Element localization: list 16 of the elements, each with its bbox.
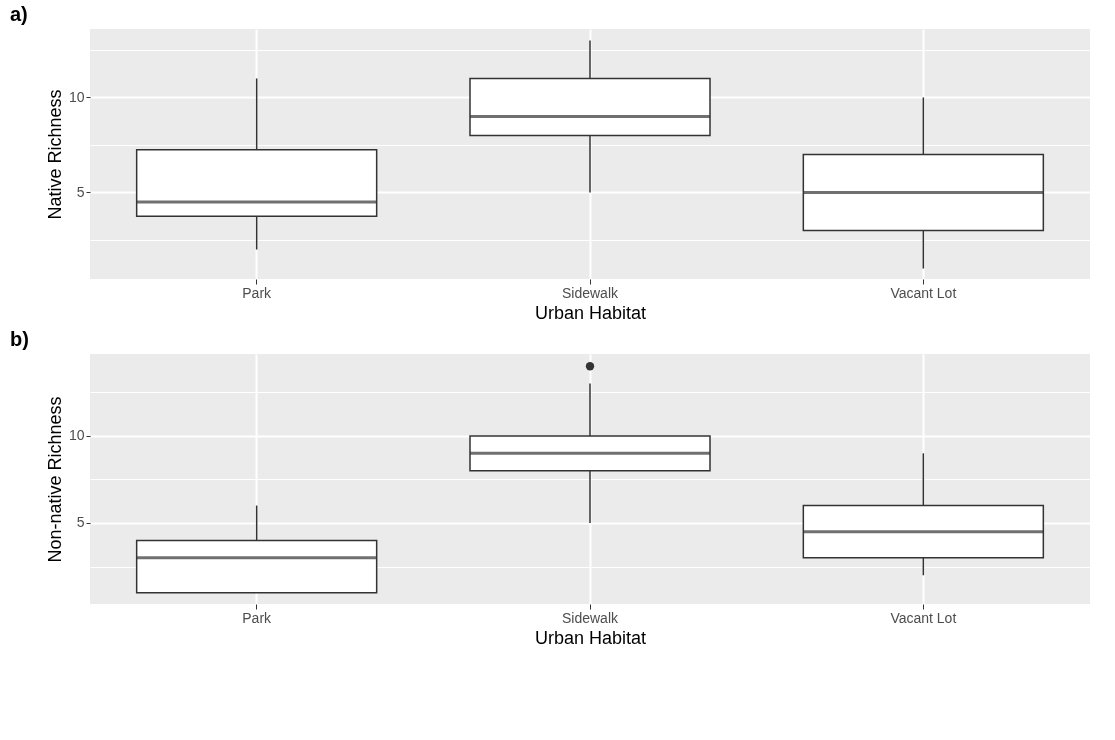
x-tick-label: Park: [242, 609, 273, 626]
chart-title: b): [10, 328, 29, 350]
y-tick-label: 5: [76, 184, 85, 200]
y-tick-label: 10: [68, 427, 85, 444]
x-tick-label: Vacant Lot: [890, 284, 957, 301]
x-tick-label: Vacant Lot: [890, 609, 957, 626]
x-axis-title: Urban Habitat: [534, 302, 647, 323]
y-axis-title: Non-native Richness: [44, 396, 65, 563]
y-axis-title: Native Richness: [44, 89, 65, 220]
x-tick-label: Sidewalk: [561, 284, 620, 301]
x-tick-label: Sidewalk: [561, 609, 620, 626]
y-tick-label: 5: [76, 514, 85, 531]
x-axis-title: Urban Habitat: [534, 627, 647, 648]
x-tick-label: Park: [242, 284, 273, 301]
y-tick-label: 10: [68, 88, 85, 105]
chart-title: a): [10, 3, 28, 25]
